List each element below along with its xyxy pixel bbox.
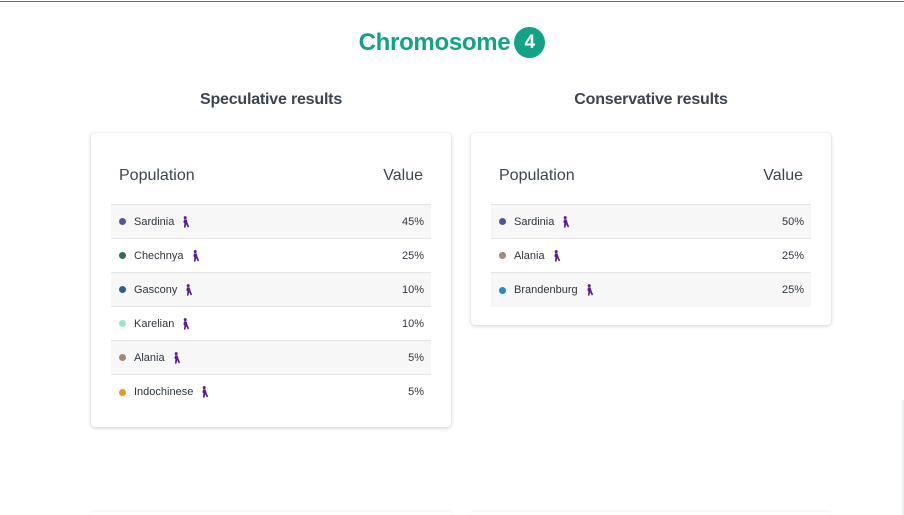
population-value: 10% (401, 283, 424, 296)
table-row: Karelian 10% (111, 307, 431, 341)
table-row: Brandenburg 25% (491, 273, 811, 307)
population-name: Alania (134, 351, 165, 364)
table-row: Sardinia 45% (111, 205, 431, 239)
population-value: 10% (401, 317, 424, 330)
population-value: 50% (781, 215, 804, 228)
population-value: 5% (408, 386, 424, 398)
population-value: 5% (408, 351, 424, 364)
speculative-results-title: Speculative results (199, 91, 343, 108)
page-title: Chromosome (358, 28, 511, 56)
table-row: Alania 25% (491, 239, 811, 273)
table-row: Gascony 10% (111, 273, 431, 307)
chromosome-number-badge: 4 (514, 27, 546, 58)
human-figure-icon[interactable] (201, 386, 209, 398)
population-name: Gascony (134, 283, 178, 296)
population-cell: Indochinese (119, 386, 209, 398)
population-color-dot (499, 286, 506, 294)
table-row: Alania 5% (111, 341, 431, 375)
population-cell: Gascony (119, 284, 193, 296)
human-figure-icon[interactable] (562, 215, 570, 228)
column-header-population: Population (119, 167, 195, 184)
population-cell: Alania (119, 352, 181, 364)
population-name: Sardinia (134, 215, 175, 228)
population-color-dot (499, 252, 506, 259)
population-color-dot (119, 218, 126, 225)
population-name: Indochinese (134, 386, 194, 398)
table-row: Indochinese 5% (111, 375, 431, 409)
population-cell: Alania (499, 250, 561, 262)
next-card-edge (91, 512, 451, 515)
population-cell: Chechnya (119, 250, 200, 262)
population-cell: Brandenburg (499, 284, 594, 296)
next-card-edge (471, 512, 831, 515)
human-figure-icon[interactable] (182, 317, 190, 330)
population-cell: Sardinia (499, 216, 570, 228)
conservative-results-title: Conservative results (574, 91, 728, 108)
population-name: Brandenburg (514, 284, 578, 296)
top-divider (0, 1, 904, 2)
human-figure-icon[interactable] (192, 249, 200, 262)
population-cell: Sardinia (119, 216, 190, 228)
population-name: Alania (514, 249, 545, 262)
table-header: Population Value (499, 165, 803, 187)
scrollbar-track[interactable] (902, 400, 904, 515)
column-header-population: Population (499, 167, 575, 184)
table-row: Chechnya 25% (111, 239, 431, 273)
population-color-dot (119, 354, 126, 361)
conservative-results-card: Population Value Sardinia 50% Alania 25% Bra… (471, 133, 831, 325)
page-heading: Chromosome 4 (0, 27, 904, 58)
population-value: 25% (781, 249, 804, 262)
human-figure-icon[interactable] (553, 249, 561, 262)
population-name: Chechnya (134, 249, 184, 262)
population-value: 25% (401, 249, 424, 262)
table-header: Population Value (119, 165, 423, 187)
speculative-results-card: Population Value Sardinia 45% Chechnya 25% G… (91, 133, 451, 427)
human-figure-icon[interactable] (173, 351, 181, 364)
conservative-results-table: Sardinia 50% Alania 25% Brandenburg 25% (491, 204, 811, 307)
human-figure-icon[interactable] (182, 215, 190, 228)
population-color-dot (119, 388, 126, 396)
population-value: 45% (401, 215, 424, 228)
population-color-dot (119, 320, 126, 327)
column-header-value: Value (383, 167, 423, 184)
population-color-dot (119, 286, 126, 293)
human-figure-icon[interactable] (185, 283, 193, 296)
population-color-dot (499, 218, 506, 225)
population-cell: Karelian (119, 318, 190, 330)
column-header-value: Value (763, 167, 803, 184)
human-figure-icon[interactable] (586, 284, 594, 296)
speculative-results-table: Sardinia 45% Chechnya 25% Gascony 10% Karelian… (111, 204, 431, 409)
population-value: 25% (781, 284, 804, 296)
population-name: Sardinia (514, 215, 555, 228)
population-color-dot (119, 252, 126, 259)
population-name: Karelian (134, 317, 175, 330)
table-row: Sardinia 50% (491, 205, 811, 239)
